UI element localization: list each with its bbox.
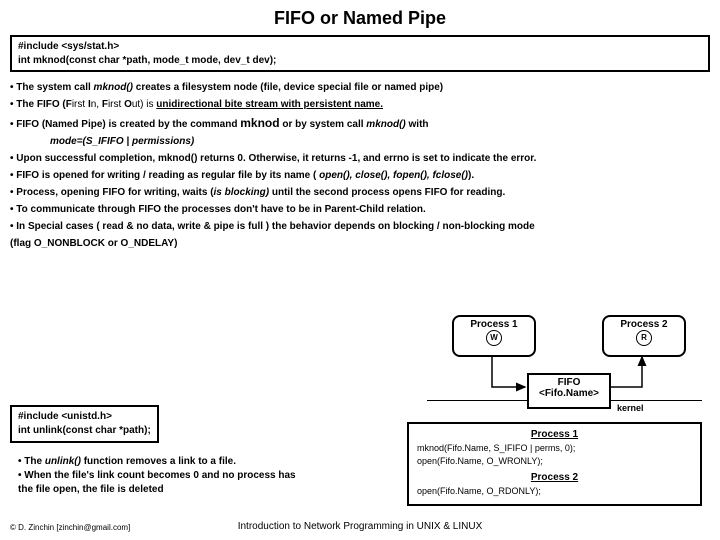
process-code-box: Process 1 mknod(Fifo.Name, S_IFIFO | per… xyxy=(407,422,702,506)
process1-box: Process 1 W xyxy=(452,315,536,357)
footer-center: Introduction to Network Programming in U… xyxy=(0,521,720,532)
kernel-label: kernel xyxy=(617,403,644,413)
fifo-box: FIFO <Fifo.Name> xyxy=(527,373,611,409)
process2-box: Process 2 R xyxy=(602,315,686,357)
diagram: Process 1 W Process 2 R FIFO <Fifo.Name>… xyxy=(427,315,702,410)
bullets: • The system call mknod() creates a file… xyxy=(10,80,710,251)
page-title: FIFO or Named Pipe xyxy=(0,0,720,35)
code-box-unlink: #include <unistd.h> int unlink(const cha… xyxy=(10,405,159,443)
code-box-mknod: #include <sys/stat.h> int mknod(const ch… xyxy=(10,35,710,72)
code-line: int mknod(const char *path, mode_t mode,… xyxy=(18,55,702,66)
unlink-bullets: • The unlink() function removes a link t… xyxy=(18,455,378,497)
code-line: #include <sys/stat.h> xyxy=(18,41,702,52)
